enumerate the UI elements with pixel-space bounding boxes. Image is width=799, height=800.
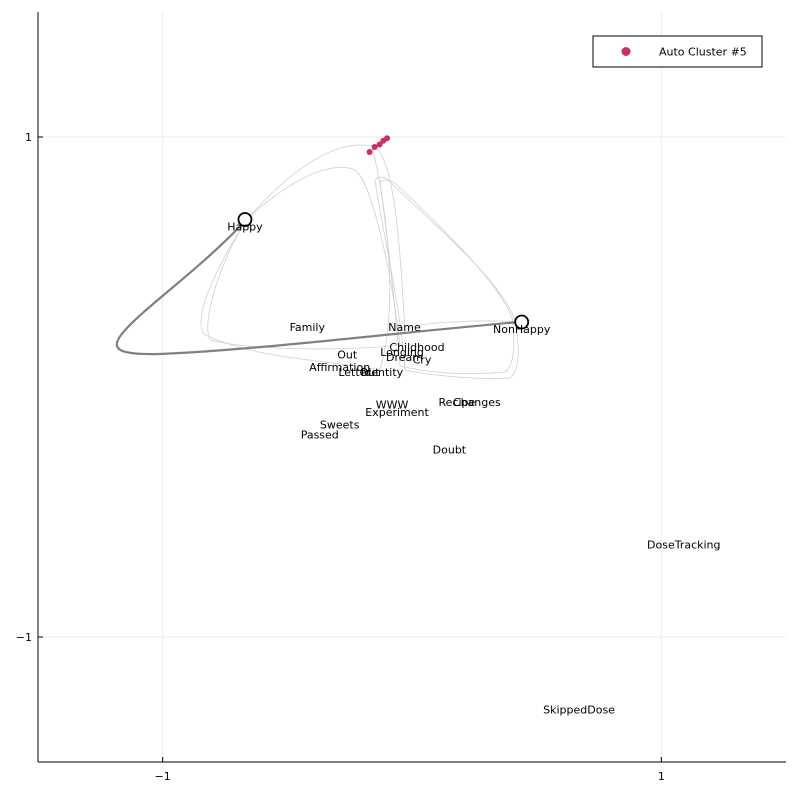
word-label: Out (360, 366, 381, 379)
legend-marker (621, 47, 631, 56)
word-label: Childhood (389, 341, 444, 354)
word-label: Affirmation (309, 361, 370, 374)
thin-loop-5 (207, 167, 401, 350)
word-label: Recipe (438, 396, 475, 409)
cluster-point (366, 149, 373, 155)
word-label: Experiment (365, 406, 429, 419)
thin-loop-1 (247, 144, 521, 331)
word-label: Family (290, 321, 326, 334)
legend-box (592, 35, 763, 68)
word-label: Cry (413, 354, 432, 367)
word-label: Out (337, 349, 358, 362)
word-label: Doubt (433, 444, 467, 457)
anchor-marker (514, 314, 530, 330)
word-label: Changes (453, 396, 501, 409)
word-label: Name (388, 321, 421, 334)
anchor-markers: Happy NonHappy (227, 212, 551, 336)
y-tick-label: 1 (25, 131, 32, 144)
main-curve (115, 217, 521, 356)
word-label: Sweets (320, 419, 360, 432)
word-label: Dream (386, 351, 423, 364)
word-label: Passed (301, 429, 339, 442)
legend: Auto Cluster #5 (592, 35, 763, 68)
y-tick-label: −1 (16, 631, 32, 644)
word-label: DoseTracking (647, 539, 721, 552)
trajectory-curves (115, 144, 521, 379)
x-tick-label: 1 (658, 770, 665, 783)
word-label: Letter (338, 366, 371, 379)
cluster-point (371, 144, 378, 150)
anchor-label: NonHappy (493, 323, 551, 336)
x-tick-label: −1 (155, 770, 171, 783)
word-label: SkippedDose (543, 704, 615, 717)
anchor-marker (237, 212, 253, 227)
axes: −1 1 1 −1 (16, 12, 786, 783)
grid-lines (38, 12, 786, 762)
thin-loop-3 (374, 176, 519, 379)
anchor-label: Happy (227, 221, 263, 234)
word-label: WWW (376, 399, 409, 412)
cluster-point (384, 135, 391, 142)
cluster-points (366, 135, 391, 155)
cluster-point (376, 141, 383, 148)
legend-label: Auto Cluster #5 (659, 46, 747, 59)
word-label: Longing (380, 346, 424, 359)
word-label: Identity (361, 366, 404, 379)
